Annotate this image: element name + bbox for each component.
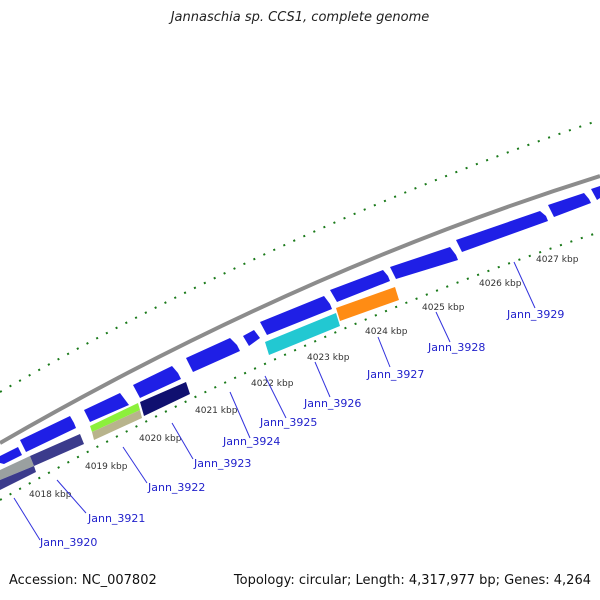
- cds-arrow[interactable]: [133, 366, 181, 398]
- cds-arrow[interactable]: [186, 338, 240, 372]
- forward-strand-track: [0, 186, 600, 464]
- gene-label-jann-3920[interactable]: Jann_3920: [39, 536, 97, 549]
- leader-line: [171, 422, 194, 460]
- gene-label-jann-3923[interactable]: Jann_3923: [193, 457, 251, 470]
- genome-summary: Topology: circular; Length: 4,317,977 bp…: [233, 573, 591, 588]
- gene-label-jann-3927[interactable]: Jann_3927: [366, 368, 424, 381]
- map-title: Jannaschia sp. CCS1, complete genome: [170, 10, 430, 25]
- gene-label-jann-3929[interactable]: Jann_3929: [506, 308, 564, 321]
- gene-label-jann-3924[interactable]: Jann_3924: [222, 435, 280, 448]
- kbp-label: 4018 kbp: [29, 490, 72, 500]
- cds-arrow[interactable]: [243, 330, 260, 346]
- genome-backbone: [0, 174, 600, 445]
- cds-arrow[interactable]: [456, 211, 548, 252]
- leader-line: [122, 446, 148, 484]
- gene-label-jann-3921[interactable]: Jann_3921: [87, 512, 145, 525]
- leader-line: [435, 311, 451, 343]
- kbp-label: 4021 kbp: [195, 406, 238, 416]
- kbp-label: 4025 kbp: [422, 303, 465, 313]
- cds-arrow[interactable]: [0, 447, 22, 464]
- feature-block[interactable]: [140, 382, 190, 416]
- gene-label-jann-3926[interactable]: Jann_3926: [303, 397, 361, 410]
- gene-labels: Jann_3920 Jann_3921 Jann_3922 Jann_3923 …: [39, 308, 564, 549]
- kbp-scale-labels: 4018 kbp 4019 kbp 4020 kbp 4021 kbp 4022…: [29, 255, 579, 500]
- leader-line: [229, 391, 251, 439]
- gene-leader-lines: [13, 261, 536, 541]
- kbp-label: 4026 kbp: [479, 279, 522, 289]
- leader-line: [56, 479, 87, 514]
- inner-tick-ring: [0, 231, 600, 501]
- leader-line: [264, 375, 287, 419]
- kbp-label: 4024 kbp: [365, 327, 408, 337]
- feature-block[interactable]: [90, 403, 140, 432]
- outer-tick-ring: [0, 119, 600, 393]
- gene-label-jann-3925[interactable]: Jann_3925: [259, 416, 317, 429]
- leader-line: [513, 261, 536, 309]
- kbp-label: 4019 kbp: [85, 462, 128, 472]
- feature-block[interactable]: [0, 456, 34, 480]
- leader-line: [314, 361, 331, 398]
- feature-block[interactable]: [265, 313, 340, 355]
- kbp-label: 4023 kbp: [307, 353, 350, 363]
- cds-arrow[interactable]: [20, 416, 76, 452]
- feature-block[interactable]: [30, 434, 84, 466]
- gene-label-jann-3928[interactable]: Jann_3928: [427, 341, 485, 354]
- cds-arrow[interactable]: [591, 186, 600, 200]
- reverse-strand-track: [0, 287, 399, 490]
- feature-block[interactable]: [0, 466, 36, 490]
- feature-block[interactable]: [336, 287, 399, 321]
- gene-label-jann-3922[interactable]: Jann_3922: [147, 481, 205, 494]
- cds-arrow[interactable]: [548, 193, 591, 217]
- cds-arrow[interactable]: [84, 393, 129, 422]
- cds-arrow[interactable]: [390, 247, 458, 279]
- cds-arrow[interactable]: [330, 270, 390, 302]
- kbp-label: 4020 kbp: [139, 434, 182, 444]
- leader-line: [13, 497, 41, 541]
- cds-arrow[interactable]: [260, 296, 332, 335]
- kbp-label: 4022 kbp: [251, 379, 294, 389]
- leader-line: [377, 336, 391, 368]
- kbp-label: 4027 kbp: [536, 255, 579, 265]
- feature-block[interactable]: [92, 410, 142, 440]
- accession-label: Accession: NC_007802: [9, 573, 157, 588]
